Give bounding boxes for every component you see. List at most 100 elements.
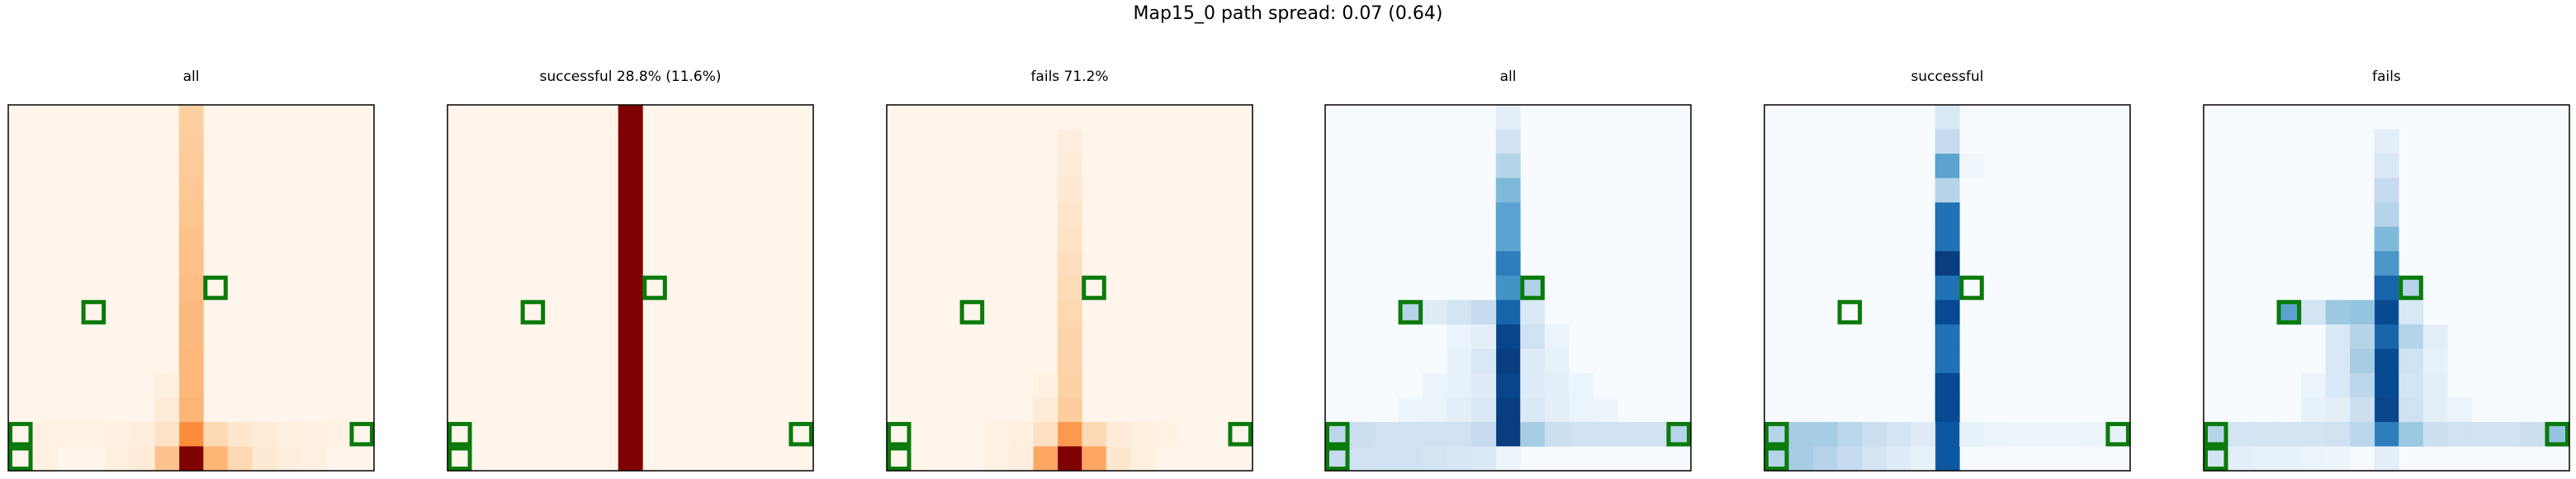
panel-title: successful: [1911, 69, 1984, 85]
heatmap-cell: [1520, 397, 1546, 423]
heatmap-cell: [1593, 421, 1618, 447]
heatmap-cell: [2350, 421, 2375, 447]
heatmap-cell: [1130, 421, 1156, 447]
heatmap-cell: [1495, 226, 1521, 252]
location-marker: [81, 300, 107, 325]
location-marker: [1520, 275, 1545, 301]
heatmap-cell: [984, 446, 1010, 472]
heatmap-cell: [1057, 154, 1082, 178]
heatmap-cell: [2398, 372, 2424, 398]
heatmap-cell: [2301, 300, 2327, 325]
heatmap-cell: [1495, 202, 1521, 228]
heatmap-cell: [1495, 154, 1521, 178]
location-marker: [1325, 421, 1350, 447]
heatmap-cell: [2496, 421, 2522, 447]
axes-frame: [447, 104, 814, 472]
heatmap-cell: [2374, 372, 2399, 398]
heatmap-cell: [252, 421, 277, 447]
heatmap-cell: [1057, 251, 1082, 277]
heatmap-cell: [1934, 324, 1960, 349]
location-marker: [887, 421, 912, 447]
panel-title: all: [183, 69, 200, 85]
heatmap-cell: [1374, 446, 1399, 472]
panel-title: fails: [2372, 69, 2401, 85]
heatmap-cell: [154, 397, 180, 423]
heatmap-cell: [301, 446, 326, 472]
heatmap-cell: [1788, 421, 1814, 447]
heatmap-cell: [2350, 397, 2375, 423]
location-marker: [1837, 300, 1863, 325]
heatmap-panel-4: all: [1324, 69, 1692, 472]
heatmap-cell: [1423, 421, 1448, 447]
heatmap-cell: [1617, 421, 1643, 447]
heatmap-cell: [154, 421, 180, 447]
figure-title: Map15_0 path spread: 0.07 (0.64): [1133, 3, 1443, 24]
heatmap-cell: [178, 300, 204, 325]
axes-frame: [1324, 104, 1692, 472]
location-marker: [203, 275, 228, 301]
heatmap-cell: [1398, 397, 1423, 423]
heatmap-cell: [178, 178, 204, 203]
heatmap-cell: [2422, 421, 2448, 447]
heatmap-cell: [1495, 446, 1521, 472]
heatmap-cell: [1447, 446, 1472, 472]
heatmap-cell: [1520, 324, 1546, 349]
heatmap-cell: [178, 129, 204, 154]
heatmap-cell: [178, 349, 204, 374]
location-marker: [887, 446, 912, 471]
heatmap-cell: [1349, 421, 1375, 447]
heatmap-cell: [2008, 421, 2034, 447]
heatmap-cell: [1520, 421, 1546, 447]
location-marker: [788, 421, 813, 447]
heatmap-cell: [618, 178, 643, 203]
heatmap-cell: [1106, 421, 1131, 447]
heatmap-cell: [178, 202, 204, 228]
heatmap-cell: [1788, 446, 1814, 472]
heatmap-cell: [1934, 226, 1960, 252]
location-marker: [2398, 275, 2423, 301]
heatmap-cell: [1569, 421, 1594, 447]
heatmap-cell: [1471, 421, 1497, 447]
heatmap-cell: [1520, 300, 1546, 325]
heatmap-cell: [1057, 446, 1082, 472]
heatmap-cell: [1934, 154, 1960, 178]
heatmap-cell: [276, 446, 301, 472]
heatmap-cell: [130, 421, 155, 447]
heatmap-cell: [1057, 324, 1082, 349]
heatmap-cell: [1057, 421, 1082, 447]
heatmap-cell: [1520, 349, 1546, 374]
heatmap-cell: [1813, 446, 1838, 472]
heatmap-cell: [1495, 421, 1521, 447]
heatmap-cell: [1447, 372, 1472, 398]
heatmap-cell: [618, 202, 643, 228]
heatmap-cell: [2520, 421, 2545, 447]
heatmap-cell: [1471, 300, 1497, 325]
heatmap-cell: [178, 226, 204, 252]
heatmap-cell: [2350, 349, 2375, 374]
heatmap-cell: [203, 421, 229, 447]
heatmap-cell: [1593, 397, 1618, 423]
axes-frame: [2203, 104, 2570, 472]
heatmap-cell: [2374, 154, 2399, 178]
heatmap-cell: [178, 275, 204, 301]
heatmap-cell: [276, 421, 301, 447]
heatmap-cell: [2422, 349, 2448, 374]
heatmap-cell: [1959, 154, 1985, 178]
location-marker: [1666, 421, 1691, 447]
heatmap-cell: [1033, 397, 1058, 423]
heatmap-cell: [1057, 397, 1082, 423]
location-marker: [2545, 421, 2569, 447]
heatmap-cell: [1641, 421, 1667, 447]
heatmap-cell: [178, 251, 204, 277]
heatmap-cell: [2447, 397, 2473, 423]
heatmap-cell: [2228, 446, 2253, 472]
heatmap-cell: [618, 421, 643, 447]
heatmap-cell: [2398, 349, 2424, 374]
heatmap-cell: [324, 421, 350, 447]
heatmap-cell: [1033, 421, 1058, 447]
heatmap-cell: [1447, 349, 1472, 374]
heatmap-cell: [618, 446, 643, 472]
heatmap-cell: [1495, 251, 1521, 277]
heatmap-cell: [1959, 421, 1985, 447]
heatmap-cell: [1057, 372, 1082, 398]
